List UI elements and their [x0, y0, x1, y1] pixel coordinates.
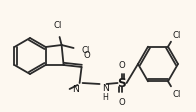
Text: O: O	[83, 51, 90, 59]
Text: Cl: Cl	[173, 89, 181, 98]
Text: Cl: Cl	[53, 21, 62, 30]
Text: S: S	[117, 77, 126, 90]
Text: O: O	[118, 60, 125, 69]
Text: N: N	[72, 84, 79, 93]
Text: Cl: Cl	[173, 30, 181, 39]
Text: O: O	[118, 97, 125, 106]
Text: H: H	[103, 92, 108, 101]
Text: N: N	[103, 83, 109, 92]
Text: Cl: Cl	[82, 46, 90, 55]
